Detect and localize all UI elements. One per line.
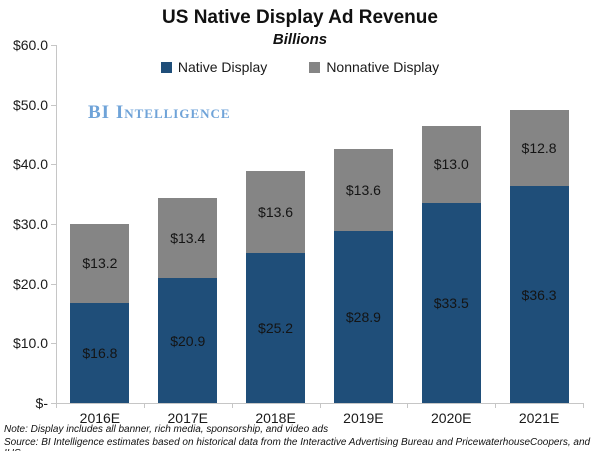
x-axis-tick bbox=[495, 403, 497, 408]
bi-intelligence-logo: BI Intelligence bbox=[88, 102, 231, 123]
bar-segment-native-display: $36.3 bbox=[509, 186, 569, 403]
bar-value-label-nonnative: $13.0 bbox=[433, 156, 469, 173]
y-axis-tick-label: $60.0 bbox=[12, 37, 48, 53]
legend-item-native-display: Native Display bbox=[160, 59, 268, 75]
y-axis-tick-label: $30.0 bbox=[12, 216, 48, 232]
bar-segment-native-display: $28.9 bbox=[333, 230, 393, 403]
bar-value-label-native: $16.8 bbox=[82, 344, 118, 361]
y-axis-tick bbox=[51, 224, 56, 225]
x-axis-tick bbox=[231, 403, 233, 408]
bar-segment-nonnative-display: $12.8 bbox=[509, 110, 569, 187]
x-axis-label: 2019E bbox=[343, 410, 384, 426]
bar-value-label-nonnative: $13.4 bbox=[170, 230, 206, 247]
y-axis-tick bbox=[51, 343, 56, 345]
bar-value-label-nonnative: $13.2 bbox=[82, 255, 118, 272]
y-axis-tick bbox=[51, 283, 56, 285]
bar-segment-native-display: $25.2 bbox=[246, 252, 306, 403]
legend-label-nonnative-display: Nonnative Display bbox=[326, 59, 440, 75]
chart-title: US Native Display Ad Revenue bbox=[162, 7, 438, 28]
y-axis-tick-label: $40.0 bbox=[12, 156, 48, 173]
y-axis-tick-label: $20.0 bbox=[12, 275, 48, 292]
y-axis-tick-label: $- bbox=[35, 395, 48, 411]
bar-segment-native-display: $33.5 bbox=[421, 203, 481, 403]
note-text: Note: Display includes all banner, rich … bbox=[4, 424, 329, 435]
bar-segment-nonnative-display: $13.4 bbox=[158, 198, 218, 279]
bar-value-label-nonnative: $13.6 bbox=[345, 181, 381, 198]
bar-segment-nonnative-display: $13.0 bbox=[421, 125, 481, 204]
x-axis-label: 2021E bbox=[518, 410, 560, 426]
bar-segment-nonnative-display: $13.6 bbox=[333, 149, 393, 231]
y-axis-tick bbox=[51, 164, 56, 166]
y-axis-tick-label: $50.0 bbox=[12, 96, 48, 113]
source-text: Source: BI Intelligence estimates based … bbox=[4, 437, 591, 451]
x-axis-tick bbox=[56, 403, 57, 408]
bar-segment-native-display: $20.9 bbox=[158, 278, 218, 403]
x-axis-tick bbox=[319, 403, 321, 408]
chart-subtitle: Billions bbox=[272, 31, 328, 48]
x-axis-label: 2018E bbox=[255, 410, 296, 426]
bar-value-label-nonnative: $12.8 bbox=[521, 140, 557, 157]
y-axis-tick bbox=[51, 45, 56, 46]
y-axis-tick bbox=[51, 104, 56, 106]
legend-swatch-nonnative-icon bbox=[309, 61, 321, 73]
x-axis-tick bbox=[143, 403, 145, 408]
legend-item-nonnative-display: Nonnative Display bbox=[309, 59, 439, 75]
legend-label-native-display: Native Display bbox=[177, 59, 268, 75]
y-axis-tick bbox=[51, 403, 56, 404]
y-axis-line bbox=[56, 45, 57, 403]
bar-segment-nonnative-display: $13.2 bbox=[70, 224, 130, 303]
legend-swatch-native-icon bbox=[160, 61, 172, 73]
y-axis-tick-label: $10.0 bbox=[12, 335, 48, 352]
bar-segment-native-display: $16.8 bbox=[70, 302, 130, 403]
bar-value-label-native: $28.9 bbox=[345, 308, 381, 325]
bar-value-label-nonnative: $13.6 bbox=[258, 204, 294, 221]
bar-segment-nonnative-display: $13.6 bbox=[246, 171, 306, 253]
x-axis-tick bbox=[407, 403, 409, 408]
bar-value-label-native: $25.2 bbox=[258, 319, 294, 336]
x-axis-label: 2017E bbox=[167, 410, 208, 426]
x-axis-tick bbox=[583, 403, 584, 408]
x-axis-label: 2016E bbox=[79, 410, 121, 426]
bar-value-label-native: $20.9 bbox=[170, 332, 206, 349]
legend: Native Display Nonnative Display bbox=[0, 59, 600, 75]
x-axis-label: 2020E bbox=[431, 410, 472, 426]
bar-value-label-native: $33.5 bbox=[433, 295, 469, 312]
bar-value-label-native: $36.3 bbox=[521, 286, 557, 303]
